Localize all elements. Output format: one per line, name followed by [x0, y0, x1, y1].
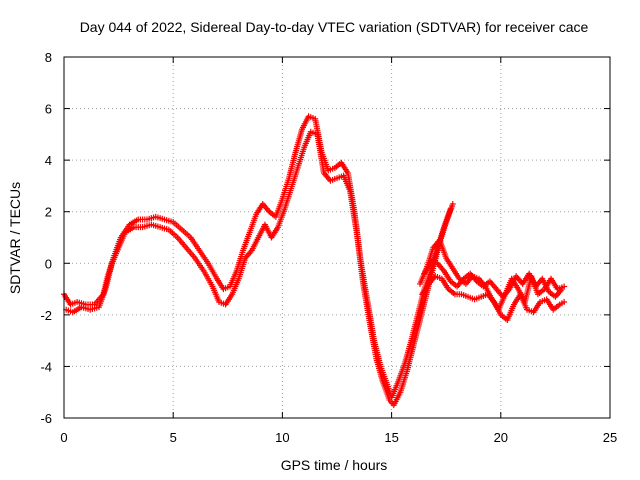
x-tick-label: 15 [384, 430, 398, 445]
data-point [558, 286, 565, 293]
x-tick-label: 25 [603, 430, 617, 445]
plot-frame [63, 56, 611, 419]
data-point [561, 298, 568, 305]
data-points [61, 113, 568, 409]
x-tick-label: 10 [275, 430, 289, 445]
grid [64, 57, 610, 418]
x-tick-label: 20 [494, 430, 508, 445]
data-point [449, 200, 456, 207]
y-tick-label: 4 [45, 153, 52, 168]
series-band-1 [61, 113, 454, 401]
series-band-4 [419, 273, 568, 324]
y-tick-label: 6 [45, 102, 52, 117]
y-tick-label: 0 [45, 256, 52, 271]
y-tick-label: 2 [45, 205, 52, 220]
x-tick-label: 0 [60, 430, 67, 445]
tick-labels: 0 5 10 15 20 25 -6 -4 -2 0 2 4 6 8 [40, 50, 617, 445]
y-tick-label: -4 [40, 359, 52, 374]
series-band-2 [63, 128, 456, 409]
y-tick-label: -2 [40, 308, 52, 323]
series-band-5 [421, 257, 565, 300]
x-axis-label: GPS time / hours [281, 457, 388, 473]
y-axis-label: SDTVAR / TECUs [7, 182, 23, 294]
chart-title: Day 044 of 2022, Sidereal Day-to-day VTE… [80, 19, 589, 35]
y-tick-label: -6 [40, 411, 52, 426]
y-tick-label: 8 [45, 50, 52, 65]
x-tick-label: 5 [170, 430, 177, 445]
